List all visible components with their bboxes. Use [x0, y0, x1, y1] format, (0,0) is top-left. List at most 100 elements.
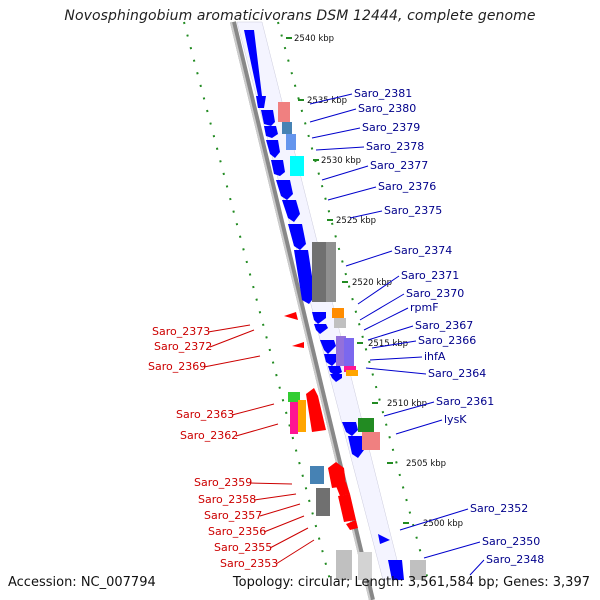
gene-label-reverse: Saro_2353: [220, 557, 278, 570]
gene-label-forward: lysK: [444, 413, 467, 426]
gene-forward: [276, 180, 293, 200]
kbp-marker-label: 2535 kbp: [307, 96, 347, 106]
accession-text: Accession: NC_007794: [8, 575, 156, 590]
left-gene-labels: Saro_2373 Saro_2372 Saro_2369 Saro_2363 Saro…: [148, 325, 278, 570]
gene-forward: [294, 250, 315, 304]
gene-reverse: [306, 388, 326, 432]
gene-forward: [388, 560, 404, 580]
label-leader-line: [469, 559, 485, 576]
gene-label-forward: Saro_2378: [366, 140, 424, 153]
gene-label-reverse: Saro_2356: [208, 525, 266, 538]
forward-genes: [244, 30, 404, 580]
gene-label-forward: Saro_2379: [362, 121, 420, 134]
gene-reverse: [328, 462, 346, 488]
label-leader-line: [349, 210, 383, 219]
gene-forward: [342, 422, 358, 436]
label-leader-line: [235, 423, 279, 437]
reverse-genes: [284, 312, 358, 530]
label-leader-line: [363, 307, 409, 331]
label-leader-line: [321, 165, 369, 181]
gene-label-forward: Saro_2366: [418, 334, 476, 347]
gene-reverse: [338, 494, 356, 522]
right-label-leaders: [309, 93, 485, 576]
label-leader-line: [357, 275, 400, 305]
gene-forward: [271, 160, 285, 176]
gene-forward: [324, 354, 338, 366]
gene-label-reverse: Saro_2372: [154, 340, 212, 353]
gene-forward: [264, 126, 278, 138]
gene-forward: [378, 534, 390, 544]
gene-forward: [314, 324, 328, 334]
label-leader-line: [369, 356, 423, 361]
gene-label-reverse: Saro_2369: [148, 360, 206, 373]
gene-label-reverse: Saro_2355: [214, 541, 272, 554]
gene-reverse: [346, 520, 358, 530]
colored-genes: [278, 102, 426, 580]
label-leader-line: [423, 541, 481, 559]
gene-forward: [328, 366, 342, 376]
label-leader-line: [327, 186, 377, 201]
label-leader-line: [399, 508, 469, 531]
label-leader-line: [259, 503, 301, 517]
genome-info-text: Topology: circular; Length: 3,561,584 bp…: [232, 575, 590, 590]
gene-label-reverse: Saro_2358: [198, 493, 256, 506]
label-leader-line: [253, 493, 297, 501]
gene-label-forward: Saro_2371: [401, 269, 459, 282]
label-leader-line: [371, 340, 417, 349]
label-leader-line: [263, 515, 305, 533]
kbp-labels: 2540 kbp 2535 kbp 2530 kbp 2525 kbp 2520 kbp…: [294, 34, 463, 529]
gene-label-reverse: Saro_2363: [176, 408, 234, 421]
kbp-marker-label: 2505 kbp: [406, 459, 446, 469]
gene-label-forward: Saro_2380: [358, 102, 416, 115]
label-leader-line: [209, 329, 255, 348]
gene-label-forward: Saro_2376: [378, 180, 436, 193]
gene-label-forward: Saro_2381: [354, 87, 412, 100]
label-leader-line: [315, 146, 365, 151]
gene-reverse: [292, 342, 304, 348]
gene-forward: [288, 224, 306, 250]
gene-label-forward: Saro_2350: [482, 535, 540, 548]
gene-label-forward: Saro_2374: [394, 244, 452, 257]
gene-label-forward: Saro_2352: [470, 502, 528, 515]
kbp-marker-label: 2515 kbp: [368, 339, 408, 349]
gene-label-forward: Saro_2370: [406, 287, 464, 300]
label-leader-line: [231, 403, 275, 416]
kbp-marker-label: 2540 kbp: [294, 34, 334, 44]
gene-label-reverse: Saro_2357: [204, 509, 262, 522]
label-leader-line: [383, 401, 435, 417]
gene-forward: [282, 200, 300, 222]
label-leader-line: [207, 324, 251, 333]
label-leader-line: [365, 367, 427, 375]
gene-forward: [266, 140, 280, 158]
label-leader-line: [359, 293, 405, 321]
gene-label-forward: Saro_2367: [415, 319, 473, 332]
gene-forward: [244, 30, 266, 108]
gene-label-forward: Saro_2348: [486, 553, 544, 566]
map-title: Novosphingobium aromaticivorans DSM 1244…: [64, 8, 536, 24]
gene-label-reverse: Saro_2362: [180, 429, 238, 442]
label-leader-line: [309, 93, 353, 105]
label-leader-line: [275, 539, 315, 565]
gene-reverse: [284, 312, 298, 320]
label-leader-line: [311, 127, 361, 139]
gene-label-reverse: Saro_2359: [194, 476, 252, 489]
gene-forward: [330, 374, 342, 382]
label-leader-line: [249, 482, 293, 485]
label-leader-line: [345, 250, 393, 267]
gene-forward: [312, 312, 326, 324]
gene-label-forward: Saro_2377: [370, 159, 428, 172]
gene-label-forward: Saro_2361: [436, 395, 494, 408]
gene-label-forward: rpmF: [410, 301, 439, 314]
kbp-marker-label: 2520 kbp: [352, 278, 392, 288]
gene-label-forward: Saro_2375: [384, 204, 442, 217]
label-leader-line: [203, 355, 261, 368]
gene-label-reverse: Saro_2373: [152, 325, 210, 338]
label-leader-line: [309, 108, 357, 123]
kbp-ticks: [286, 37, 409, 524]
label-leader-line: [367, 325, 414, 341]
label-leader-line: [269, 527, 309, 549]
gene-forward: [348, 436, 364, 458]
right-gene-labels: Saro_2381 Saro_2380 Saro_2379 Saro_2378 Saro…: [354, 87, 544, 566]
kbp-marker-label: 2500 kbp: [423, 519, 463, 529]
